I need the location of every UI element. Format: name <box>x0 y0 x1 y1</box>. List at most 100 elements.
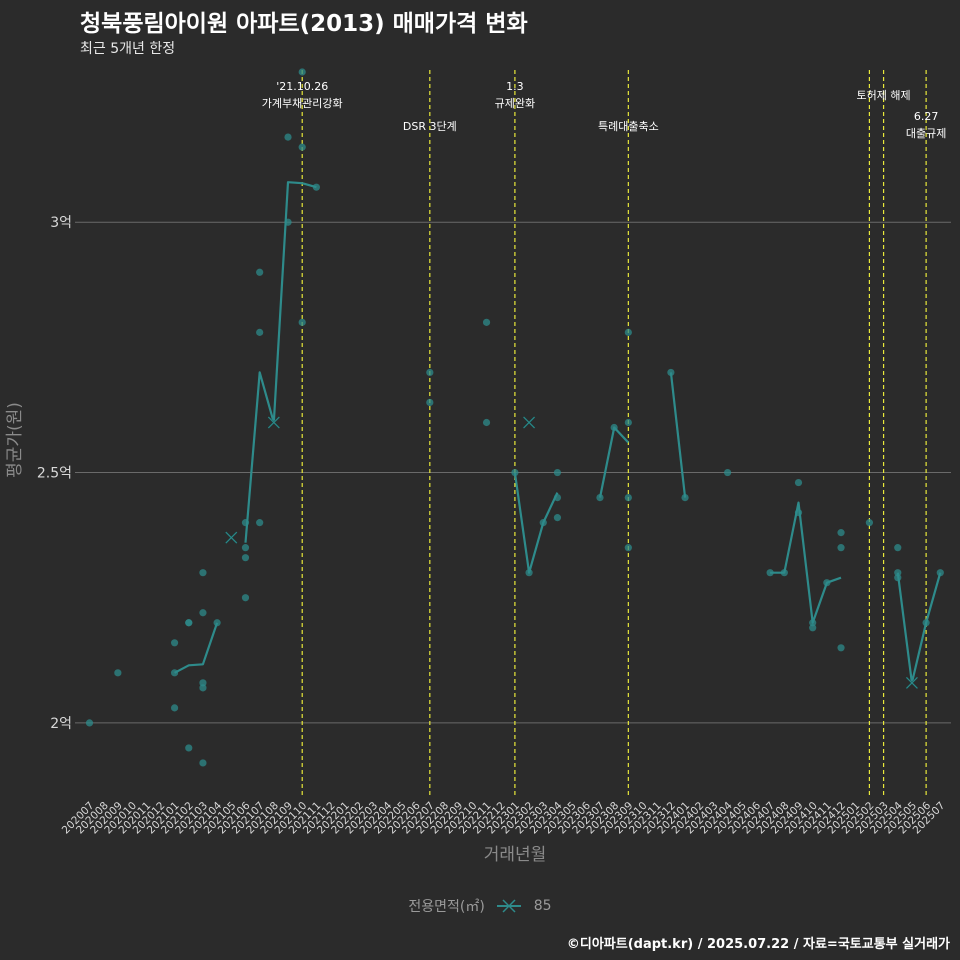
legend-key-icon <box>497 899 522 913</box>
trade-point <box>241 544 250 552</box>
point-layer <box>85 68 944 767</box>
trade-point <box>766 569 774 577</box>
axis-layer: 2억2.5억3억20200720200820200920201020201120… <box>37 215 948 836</box>
series-line-segment <box>244 181 317 543</box>
marker-layer <box>225 416 919 689</box>
trade-point <box>553 468 562 477</box>
legend: 전용면적(㎡) 85 <box>0 896 960 916</box>
event-label: '21.10.26 <box>276 80 328 93</box>
marker-stroke <box>906 676 918 689</box>
trade-point <box>199 684 207 692</box>
trade-point <box>667 368 675 377</box>
trade-point <box>284 133 292 141</box>
trade-point <box>922 619 930 627</box>
trade-point <box>426 398 434 407</box>
trade-point <box>624 418 632 427</box>
series-line-segment <box>174 622 219 674</box>
x-axis-label: 거래년월 <box>484 845 547 865</box>
series-line-segment <box>598 426 630 498</box>
trade-point <box>823 579 831 587</box>
trade-point <box>199 759 207 767</box>
trade-point <box>185 744 193 752</box>
trade-point <box>312 183 320 191</box>
y-tick-label: 2.5억 <box>37 466 72 482</box>
trade-point <box>794 509 803 517</box>
trade-point <box>256 328 264 336</box>
chart-subtitle: 최근 5개년 한정 <box>80 41 176 57</box>
marker-stroke <box>225 531 238 544</box>
trade-point <box>724 468 732 477</box>
trade-point <box>837 644 845 652</box>
trade-point <box>624 328 632 336</box>
trade-point <box>894 574 902 582</box>
series-line-segment <box>513 472 559 574</box>
marker-stroke <box>523 416 535 429</box>
trade-point <box>539 519 547 527</box>
trade-point <box>553 493 562 502</box>
trade-point <box>809 619 817 627</box>
trade-point <box>199 569 207 577</box>
trade-point <box>809 624 817 632</box>
trade-point <box>185 619 193 627</box>
trade-point <box>213 619 221 627</box>
event-label: 6.27 <box>914 110 939 123</box>
trade-point <box>511 468 519 477</box>
trade-point <box>482 318 491 326</box>
line-layer <box>174 181 942 684</box>
event-label: 특례대출축소 <box>598 120 659 133</box>
trade-point <box>256 268 264 276</box>
trade-point <box>894 569 902 577</box>
trade-point <box>482 418 491 427</box>
source-caption: ©디아파트(dapt.kr) / 2025.07.22 / 자료=국토교통부 실… <box>566 937 950 952</box>
trade-point <box>170 704 179 712</box>
trade-point <box>170 669 179 677</box>
trade-point <box>553 514 562 522</box>
trade-point <box>624 493 632 502</box>
trade-point <box>241 594 250 602</box>
trade-point <box>525 569 533 577</box>
event-label: 토허제 해제 <box>857 88 911 102</box>
trade-point <box>681 493 689 502</box>
event-label: 규제완화 <box>495 97 535 110</box>
trade-point <box>936 569 944 577</box>
series-line-segment <box>770 501 842 624</box>
event-label: 대출규제 <box>906 127 946 140</box>
event-label: DSR 3단계 <box>403 120 457 133</box>
y-axis-label: 평균가(원) <box>5 402 25 478</box>
average-marker <box>522 416 536 429</box>
trade-point <box>837 529 845 537</box>
y-tick-label: 3억 <box>50 215 72 231</box>
trade-point <box>256 519 264 527</box>
trade-point <box>894 544 902 552</box>
trade-point <box>794 478 803 487</box>
average-marker <box>225 531 238 544</box>
trade-point <box>241 554 250 562</box>
trade-point <box>610 423 618 432</box>
series-line-segment <box>896 572 942 684</box>
legend-label: 85 <box>533 898 552 914</box>
average-marker <box>267 416 280 429</box>
chart-title: 청북풍림아이원 아파트(2013) 매매가격 변화 <box>80 11 528 37</box>
trade-point <box>426 368 434 377</box>
trade-point <box>780 569 788 577</box>
average-marker <box>905 676 919 689</box>
event-label: 1.3 <box>506 80 524 93</box>
event-label: 가계부채관리강화 <box>262 97 343 110</box>
trade-point <box>199 609 207 617</box>
series-line-segment <box>669 372 687 498</box>
trade-point <box>298 143 306 151</box>
trade-point <box>837 544 845 552</box>
trade-point <box>596 493 604 502</box>
marker-stroke <box>267 416 280 429</box>
trade-point <box>298 318 306 326</box>
y-tick-label: 2억 <box>50 716 72 732</box>
trade-point <box>114 669 122 677</box>
trade-point <box>298 68 306 76</box>
trade-point <box>85 719 94 727</box>
trade-point <box>865 519 874 527</box>
trade-point <box>170 639 179 647</box>
legend-title: 전용면적(㎡) <box>408 899 485 915</box>
trade-point <box>284 218 292 226</box>
